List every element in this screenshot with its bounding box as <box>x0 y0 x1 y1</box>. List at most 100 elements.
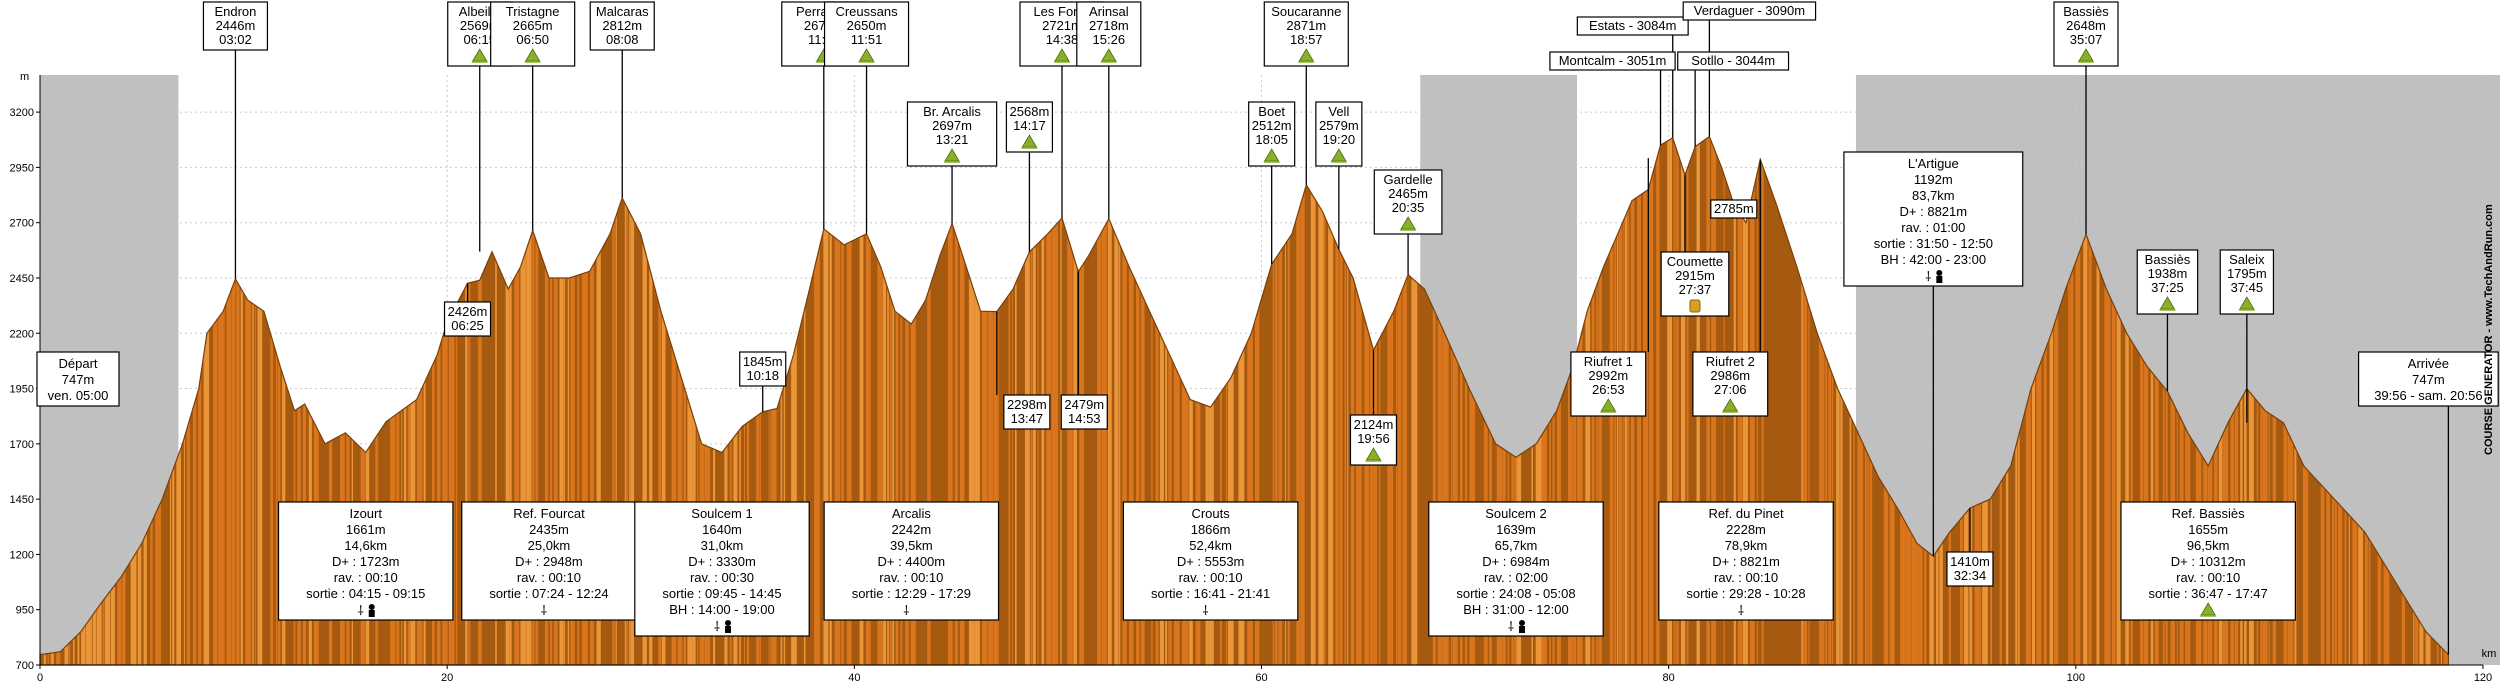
peak-label-text: 2721m <box>1042 18 1082 33</box>
elevation-stripe <box>2165 136 2168 665</box>
aid-station-label-text: Ref. du Pinet <box>1708 506 1784 521</box>
elevation-stripe <box>1660 136 1666 665</box>
aid-station-label-text: Soulcem 1 <box>691 506 752 521</box>
elevation-stripe <box>2125 136 2129 665</box>
aid-station-label-text: 78,9km <box>1725 538 1768 553</box>
elevation-stripe <box>535 136 539 665</box>
elevation-stripe <box>2049 136 2054 665</box>
elevation-stripe <box>2244 136 2247 665</box>
elevation-stripe <box>654 136 658 665</box>
elevation-stripe <box>1155 136 1159 665</box>
elevation-stripe <box>590 136 594 665</box>
elevation-stripe <box>1030 136 1033 665</box>
peak-label-text: 06:15 <box>463 32 496 47</box>
waypoint-label-text: 2124m <box>1354 417 1394 432</box>
waypoint-label-text: 26:53 <box>1592 382 1625 397</box>
elevation-stripe <box>1409 136 1411 665</box>
elevation-stripe <box>607 136 613 665</box>
artigue-label-text: L'Artigue <box>1908 156 1959 171</box>
y-tick-label: 1450 <box>10 494 34 506</box>
aid-station-label-text: D+ : 1723m <box>332 554 400 569</box>
peak-label-text: Malcaras <box>596 4 649 19</box>
elevation-stripe <box>505 136 510 665</box>
aid-station-label-text: rav. : 00:10 <box>517 570 581 585</box>
elevation-stripe <box>852 136 858 665</box>
elevation-stripe <box>1778 136 1785 665</box>
elevation-stripe <box>2092 136 2097 665</box>
fork-knife-icon: ⸸ <box>1738 603 1744 618</box>
mountain-icon <box>2239 296 2255 310</box>
waypoint-label-text: 1938m <box>2148 266 2188 281</box>
x-tick-label: 20 <box>441 672 453 684</box>
elevation-stripe <box>1140 136 1145 665</box>
artigue-label-text: 83,7km <box>1912 188 1955 203</box>
mountain-icon <box>1331 148 1347 162</box>
elevation-stripe <box>2154 136 2159 665</box>
peak-label-text: 2871m <box>1286 18 1326 33</box>
elevation-stripe <box>814 136 820 665</box>
elevation-stripe <box>2150 136 2154 665</box>
elevation-stripe <box>1828 136 1832 665</box>
waypoint-label-text: 2986m <box>1710 368 1750 383</box>
elevation-stripe <box>2062 136 2066 665</box>
aid-station-label-box <box>2120 501 2296 621</box>
waypoint-label-text: 2479m <box>1064 397 1104 412</box>
peak-label-text: Arinsal <box>1089 4 1129 19</box>
waypoint-label-text: 1410m <box>1950 554 1990 569</box>
summit-label-text: 2785m <box>1714 201 1754 216</box>
elevation-stripe <box>666 136 671 665</box>
elevation-stripe <box>841 136 844 665</box>
elevation-stripe <box>1452 136 1458 665</box>
aid-station-label-text: D+ : 4400m <box>878 554 946 569</box>
y-tick-label: 1950 <box>10 384 34 396</box>
peak-label-text: Bassiès <box>2063 4 2109 19</box>
waypoint-label-text: 27:37 <box>1679 282 1712 297</box>
peak-label-text: 2648m <box>2066 18 2106 33</box>
elevation-stripe <box>1786 136 1792 665</box>
peak-label-box <box>589 1 655 51</box>
elevation-stripe <box>257 136 263 665</box>
elevation-stripe <box>1225 136 1227 665</box>
aid-station-label-text: 1655m <box>2188 522 2228 537</box>
mountain-icon <box>524 48 541 62</box>
elevation-stripe <box>2240 136 2243 665</box>
aid-station-label-text: D+ : 10312m <box>2171 554 2246 569</box>
aid-station-label-text: rav. : 00:10 <box>334 570 398 585</box>
summit-label: Montcalm - 3051m <box>1549 51 1676 71</box>
elevation-stripe <box>865 136 871 665</box>
elevation-stripe <box>1136 136 1140 665</box>
summit-label-box <box>1549 51 1676 71</box>
waypoint-label-text: 14:53 <box>1068 411 1101 426</box>
elevation-stripe <box>1419 136 1425 665</box>
elevation-stripe <box>1188 136 1190 665</box>
aid-station-label-text: Crouts <box>1191 506 1230 521</box>
elevation-stripe <box>877 136 883 665</box>
waypoint-label-text: Bassiès <box>2145 252 2191 267</box>
elevation-stripe <box>615 136 617 665</box>
elevation-stripe <box>887 136 889 665</box>
elevation-stripe <box>1681 136 1686 665</box>
elevation-stripe <box>1102 136 1107 665</box>
elevation-stripe <box>834 136 841 665</box>
mountain-icon <box>472 48 488 62</box>
elevation-stripe <box>2100 136 2104 665</box>
aid-station-label-text: 1866m <box>1191 522 1231 537</box>
elevation-stripe <box>882 136 886 665</box>
elevation-stripe <box>570 136 575 665</box>
start-label-text: 747m <box>62 372 95 387</box>
x-tick-label: 100 <box>2067 672 2085 684</box>
peak-label-text: Soucaranne <box>1271 4 1341 19</box>
elevation-stripe <box>455 136 458 665</box>
elevation-outline <box>39 135 2450 666</box>
elevation-stripe <box>947 136 953 665</box>
fork-knife-icon: ⸸ <box>714 619 720 634</box>
